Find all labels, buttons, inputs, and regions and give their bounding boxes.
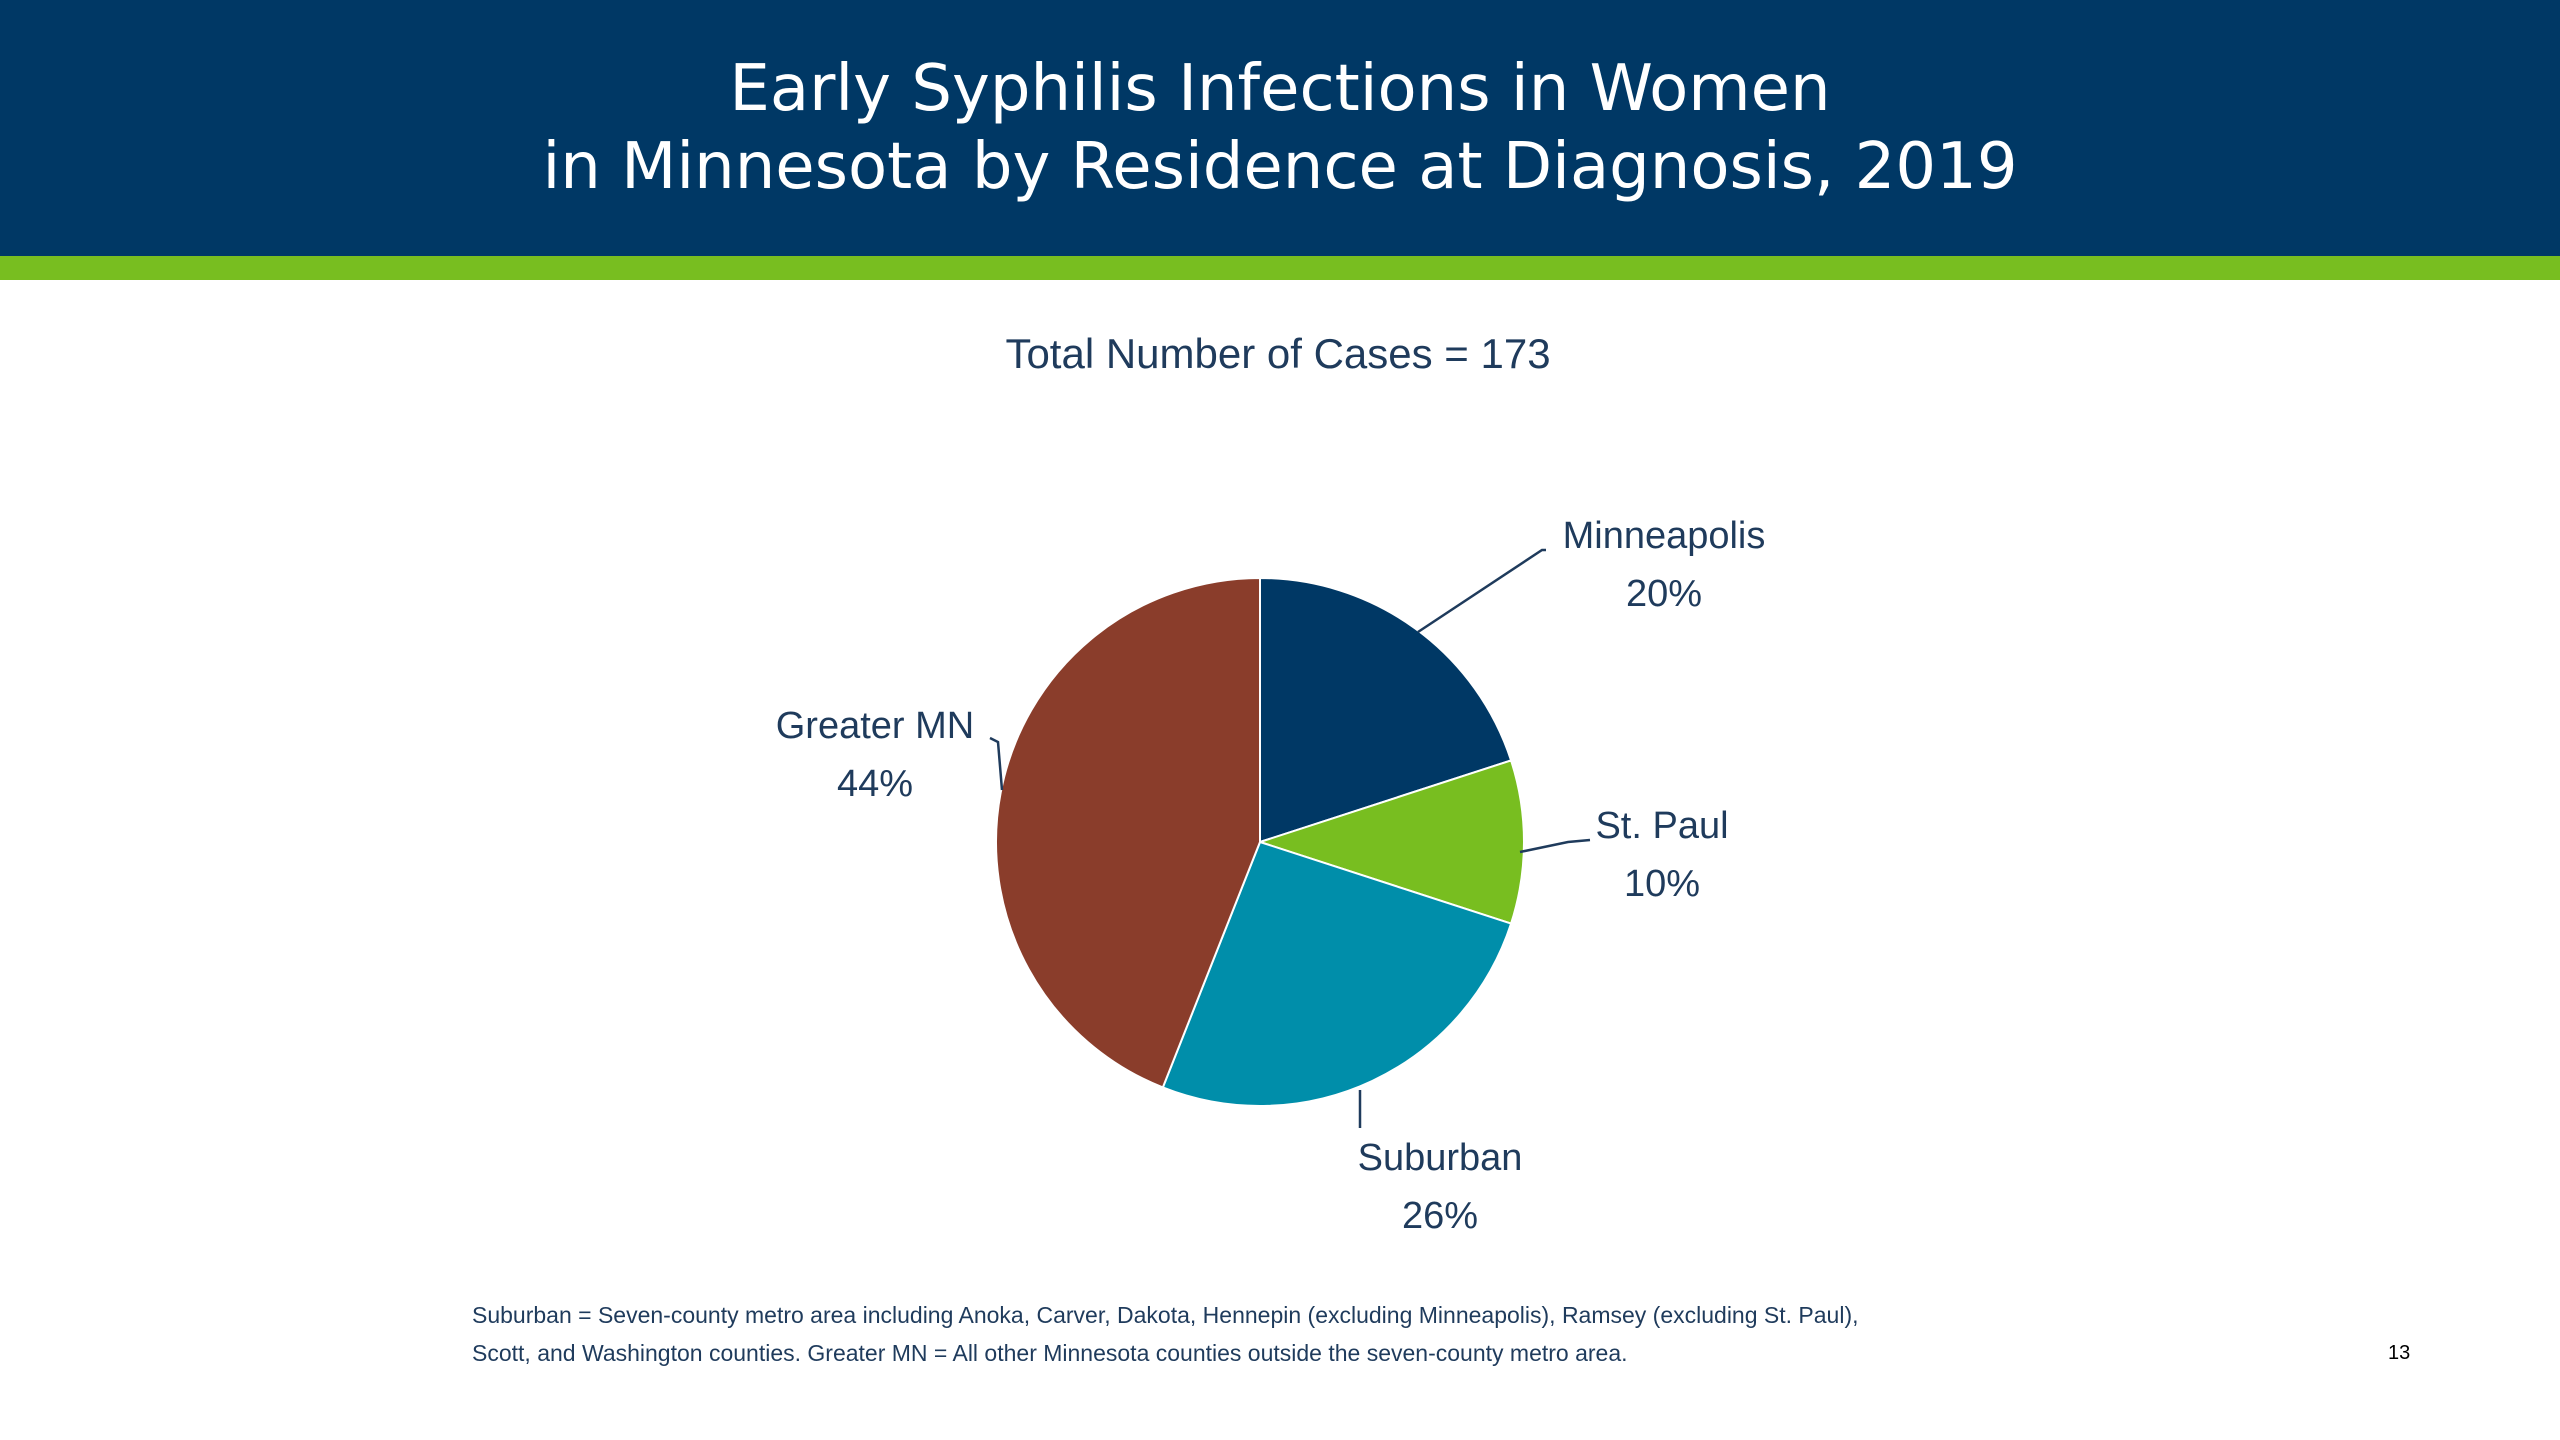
slice-label-st-paul: St. Paul bbox=[1595, 805, 1728, 847]
slice-value-label-greater-mn: 44% bbox=[837, 763, 913, 805]
slice-value-label-st-paul: 10% bbox=[1624, 863, 1700, 905]
slide-title: Early Syphilis Infections in Women in Mi… bbox=[542, 52, 2018, 204]
footnote-line-1: Suburban = Seven-county metro area inclu… bbox=[472, 1302, 1859, 1328]
slice-value-label-suburban: 26% bbox=[1402, 1195, 1478, 1237]
footnote-line-2: Scott, and Washington counties. Greater … bbox=[472, 1340, 1628, 1366]
pie-slices bbox=[995, 576, 1525, 1107]
slice-label-suburban: Suburban bbox=[1358, 1137, 1523, 1179]
pie-slice-minneapolis bbox=[1259, 576, 1513, 844]
leader-lines bbox=[989, 548, 1591, 1128]
slice-value-label-minneapolis: 20% bbox=[1626, 573, 1702, 615]
footnote: Suburban = Seven-county metro area inclu… bbox=[472, 1296, 2032, 1372]
leader-line-greater-mn bbox=[989, 736, 1004, 791]
pie-slice-greater-mn bbox=[995, 576, 1261, 1089]
pie-slice-suburban bbox=[1161, 840, 1513, 1107]
slice-label-minneapolis: Minneapolis bbox=[1563, 515, 1766, 557]
leader-line-minneapolis bbox=[1417, 548, 1546, 634]
chart-subtitle: Total Number of Cases = 173 bbox=[1005, 330, 1550, 377]
pie-slice-st-paul bbox=[1256, 759, 1525, 925]
title-banner: Early Syphilis Infections in Women in Mi… bbox=[0, 0, 2560, 256]
slice-label-greater-mn: Greater MN bbox=[776, 705, 974, 747]
page-number: 13 bbox=[2388, 1342, 2411, 1364]
slice-labels: Minneapolis 20% St. Paul 10% Suburban 26% Grea… bbox=[776, 515, 1766, 1237]
leader-line-st-paul bbox=[1519, 838, 1591, 854]
accent-bar bbox=[0, 256, 2560, 280]
